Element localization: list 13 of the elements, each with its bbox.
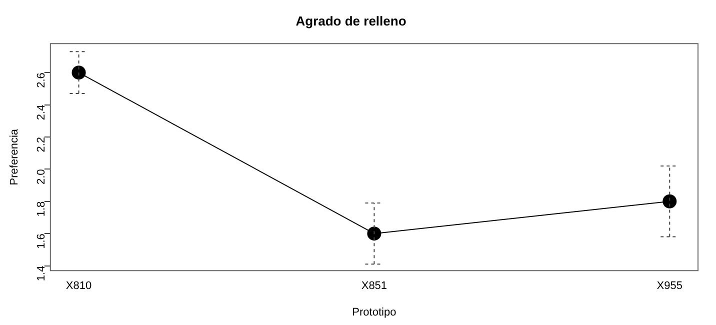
x-tick-label: X955: [656, 280, 682, 292]
x-axis-title: Prototipo: [352, 306, 396, 318]
y-tick-label: 2.0: [35, 169, 48, 184]
x-tick-label: X851: [361, 280, 388, 292]
y-tick-label: 2.4: [35, 104, 48, 120]
x-tick-label: X810: [66, 280, 92, 292]
y-tick-label: 2.6: [35, 72, 48, 88]
chart-title: Agrado de relleno: [296, 13, 406, 28]
y-tick-label: 1.4: [35, 266, 48, 282]
y-tick-label: 1.6: [35, 234, 48, 249]
y-axis-title: Preferencia: [8, 128, 21, 186]
y-tick-label: 2.2: [35, 136, 48, 152]
y-tick-label: 1.8: [35, 201, 48, 217]
